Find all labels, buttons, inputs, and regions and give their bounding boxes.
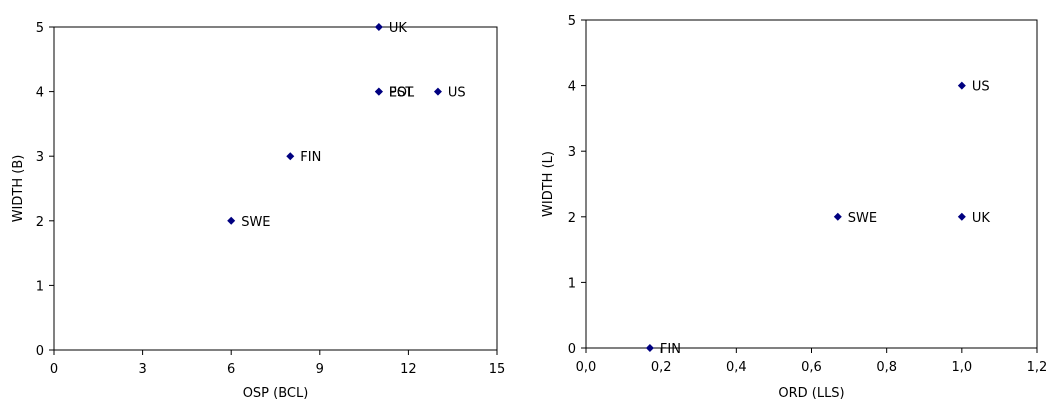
data-point [957, 81, 966, 90]
data-label: EST [389, 86, 413, 101]
data-point [833, 212, 842, 221]
x-tick-label: 12 [400, 362, 417, 377]
x-tick-label: 0,0 [576, 360, 597, 375]
y-tick-label: 0 [36, 344, 44, 359]
data-point [286, 152, 295, 161]
data-label: SWE [848, 211, 877, 226]
y-tick-label: 1 [36, 279, 44, 294]
data-point [957, 212, 966, 221]
plot-area [53, 26, 498, 351]
x-tick-label: 1,0 [951, 360, 972, 375]
data-label: SWE [241, 215, 270, 230]
plot-area [585, 19, 1038, 349]
data-label: UK [972, 211, 991, 226]
x-axis-title: OSP (BCL) [243, 386, 309, 401]
data-point [645, 344, 654, 352]
x-tick-label: 0,4 [726, 360, 747, 375]
x-tick-label: 0,2 [651, 360, 672, 375]
y-axis-title: WIDTH (L) [541, 151, 556, 217]
y-tick-label: 5 [568, 14, 576, 29]
data-label: US [972, 80, 990, 95]
y-tick-label: 3 [568, 145, 576, 160]
data-point [374, 87, 383, 96]
data-label: POL [389, 86, 415, 101]
x-tick-label: 0,6 [801, 360, 822, 375]
x-tick-label: 0 [50, 362, 58, 377]
y-tick-label: 3 [36, 150, 44, 165]
chart-2: 0 1 2 3 4 5 0,0 0,2 0,4 0,6 0,8 1,0 1,2 ORD (LLS) WIDT… [541, 14, 1047, 401]
x-tick-label: 1,2 [1027, 360, 1048, 375]
x-tick-label: 6 [227, 362, 235, 377]
data-label: US [448, 86, 466, 101]
y-tick-label: 4 [568, 80, 576, 95]
x-tick-label: 9 [316, 362, 324, 377]
y-axis-title: WIDTH (B) [11, 155, 26, 223]
y-tick-label: 2 [568, 211, 576, 226]
x-tick-label: 0,8 [876, 360, 897, 375]
data-point [227, 216, 236, 225]
y-tick-label: 0 [568, 342, 576, 357]
x-axis-title: ORD (LLS) [778, 386, 844, 401]
x-tick-label: 3 [138, 362, 146, 377]
y-tick-label: 2 [36, 215, 44, 230]
x-tick-label: 15 [489, 362, 506, 377]
y-tick-label: 5 [36, 21, 44, 36]
data-label: FIN [660, 342, 681, 357]
data-label: UK [389, 21, 408, 36]
data-point [433, 87, 442, 96]
y-tick-label: 4 [36, 86, 44, 101]
y-tick-label: 1 [568, 276, 576, 291]
data-label: FIN [300, 150, 321, 165]
data-point [374, 23, 383, 31]
